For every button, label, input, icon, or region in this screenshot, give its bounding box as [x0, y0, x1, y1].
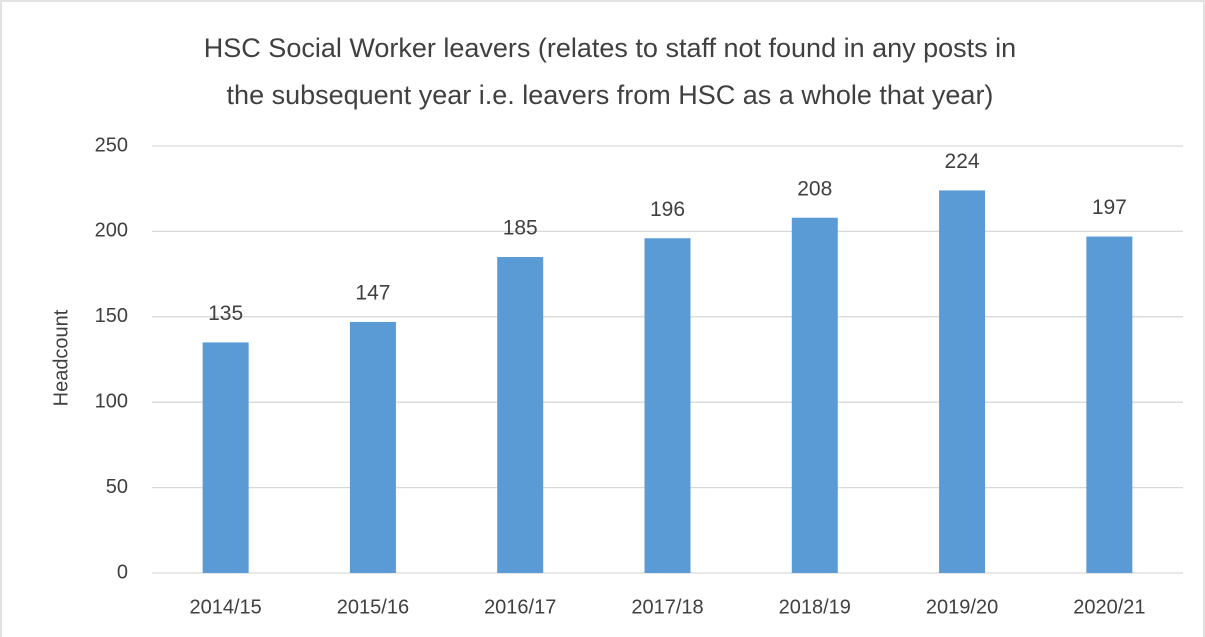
- bar: [349, 321, 396, 573]
- x-tick-label: 2020/21: [1073, 596, 1145, 618]
- x-tick-label: 2017/18: [631, 596, 703, 618]
- x-tick-label: 2016/17: [484, 596, 556, 618]
- data-label: 147: [355, 281, 390, 304]
- data-label: 196: [650, 198, 685, 221]
- y-tick-label: 0: [117, 561, 128, 583]
- y-tick-label: 50: [106, 476, 128, 498]
- bar: [791, 217, 838, 573]
- bar: [202, 342, 249, 573]
- bar: [497, 257, 544, 573]
- data-label: 208: [797, 177, 832, 200]
- x-tick-label: 2014/15: [189, 596, 261, 618]
- y-tick-label: 100: [95, 390, 128, 412]
- x-tick-label: 2018/19: [779, 596, 851, 618]
- chart-title: the subsequent year i.e. leavers from HS…: [227, 80, 994, 110]
- bar: [1086, 236, 1133, 574]
- x-tick-label: 2019/20: [926, 596, 998, 618]
- y-tick-label: 250: [95, 134, 128, 156]
- y-axis-label: Headcount: [50, 309, 72, 406]
- data-label: 135: [208, 302, 243, 325]
- y-tick-label: 200: [95, 220, 128, 242]
- bar: [644, 238, 691, 573]
- data-label: 224: [945, 150, 980, 173]
- bar: [939, 190, 986, 573]
- chart-title: HSC Social Worker leavers (relates to st…: [204, 33, 1016, 63]
- y-tick-label: 150: [95, 305, 128, 327]
- data-label: 185: [503, 217, 538, 240]
- data-label: 197: [1092, 196, 1127, 219]
- x-tick-label: 2015/16: [337, 596, 409, 618]
